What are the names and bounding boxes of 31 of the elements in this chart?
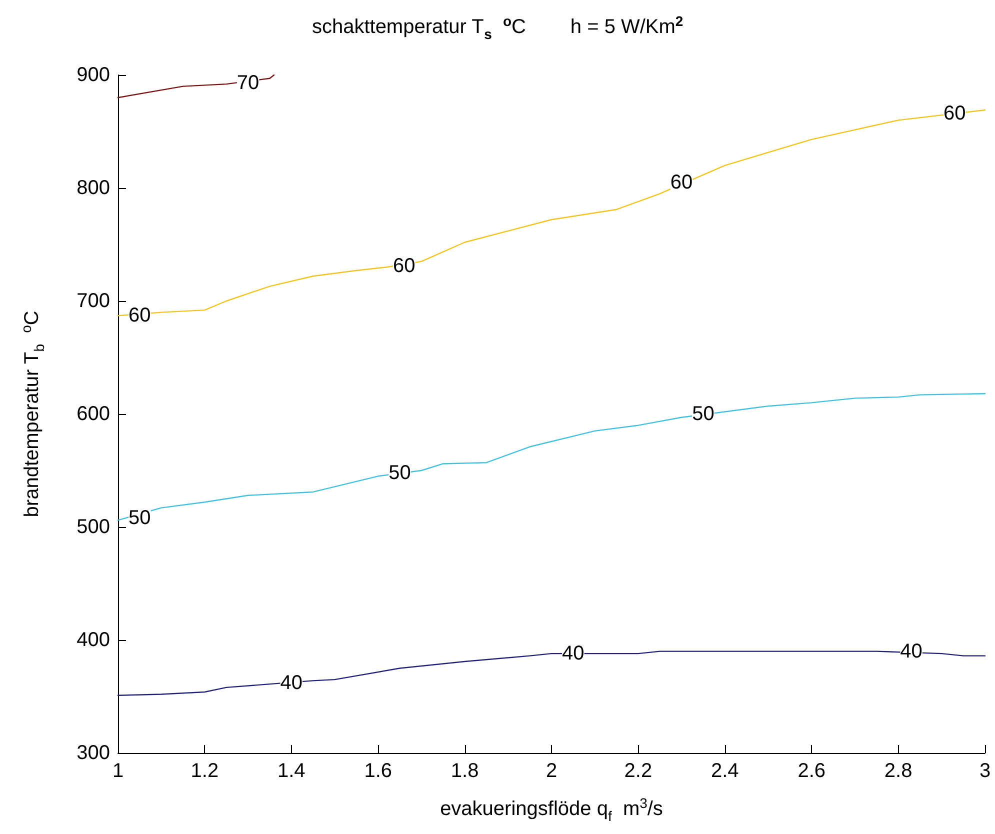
annotation: 60: [128, 304, 151, 327]
y-tick-label: 400: [76, 629, 110, 651]
x-tick-label: 1.2: [190, 760, 219, 782]
annotation: 50: [128, 506, 151, 529]
annotation: 60: [944, 102, 966, 124]
annotation: 60: [670, 171, 693, 194]
annotation: 40: [280, 672, 303, 694]
annotation: 70: [236, 72, 260, 94]
annotation: 50: [388, 462, 411, 484]
x-tick-label: 2: [546, 760, 558, 782]
annotation: 40: [562, 642, 584, 665]
y-axis-title: brandtemperatur Tb oC: [18, 310, 47, 518]
x-tick-label: 3: [979, 760, 991, 782]
x-tick-label: 1.8: [450, 760, 479, 782]
y-tick-label: 700: [76, 290, 110, 312]
y-tick-label: 500: [76, 516, 110, 538]
x-tick-label: 1: [112, 760, 124, 782]
x-tick-label: 2.2: [624, 760, 652, 782]
y-tick-label: 800: [76, 177, 110, 199]
y-tick-label: 900: [76, 64, 110, 86]
x-tick-label: 1.6: [364, 760, 392, 782]
annotation: 50: [692, 403, 714, 425]
x-tick-label: 2.8: [884, 760, 912, 782]
line-series: [117, 74, 275, 98]
annotation: 40: [900, 640, 922, 662]
annotation: 60: [392, 254, 416, 277]
x-tick-label: 2.6: [798, 760, 826, 782]
y-tick-label: 600: [76, 403, 110, 425]
x-tick-label: 2.4: [710, 760, 739, 782]
x-tick-label: 1.4: [277, 760, 306, 782]
y-tick-label: 300: [76, 742, 110, 764]
